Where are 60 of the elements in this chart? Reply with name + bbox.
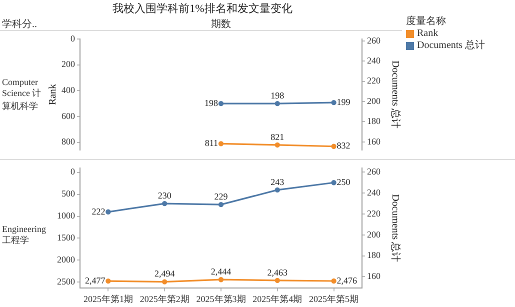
data-label: 2,477 — [84, 275, 106, 286]
y2-tick-label: 180 — [367, 250, 381, 260]
y2-tick-label: 160 — [367, 136, 381, 146]
data-label: 229 — [214, 191, 228, 202]
data-label: 832 — [336, 140, 350, 151]
point — [218, 202, 224, 208]
category-label: 2025年第1期 — [83, 294, 133, 304]
text: Engineering 工程学 — [2, 224, 46, 246]
point — [274, 187, 280, 193]
y2-tick-label: 240 — [367, 56, 381, 66]
data-label: 821 — [270, 132, 284, 142]
text: 学科分.. — [2, 18, 37, 31]
y2-tick-label: 180 — [367, 116, 381, 126]
y2-tick-label: 220 — [367, 76, 381, 86]
data-label: 199 — [336, 96, 351, 107]
y-tick-label: 1000 — [57, 210, 76, 221]
y2-tick-label: 200 — [367, 96, 381, 106]
data-label: 811 — [204, 138, 218, 148]
text: Computer Science 计算机科学 — [2, 77, 42, 113]
data-label: 2,494 — [154, 268, 176, 279]
y2-tick-label: 220 — [367, 208, 381, 218]
y2-tick-label: 160 — [367, 271, 381, 282]
point — [162, 200, 168, 206]
y2-axis-title: Documents 总计 — [389, 60, 402, 129]
y-tick-label: 500 — [62, 188, 76, 199]
data-label: 2,463 — [267, 267, 288, 278]
y-tick-label: 0 — [70, 166, 76, 177]
point — [106, 209, 111, 214]
data-label: 2,476 — [336, 275, 358, 286]
legend-label: Documents 总计 — [417, 40, 486, 52]
y-tick-label: 2500 — [57, 276, 76, 286]
y2-tick-label: 260 — [367, 35, 381, 46]
data-label: 198 — [270, 90, 285, 100]
chart-title: 我校入围学科前1%排名和发文量变化 — [112, 3, 292, 15]
y-tick-label: 200 — [62, 59, 76, 70]
data-label: 243 — [270, 176, 285, 187]
y-tick-label: 2000 — [57, 254, 76, 264]
category-label: 2025年第5期 — [309, 294, 359, 304]
data-label: 198 — [204, 98, 218, 108]
y2-axis-title: Documents 总计 — [389, 194, 402, 262]
legend-title: 度量名称 — [406, 16, 447, 28]
data-label: 250 — [336, 176, 351, 187]
point — [331, 180, 336, 186]
category-label: 2025年第4期 — [252, 294, 302, 304]
text: 期数 — [210, 18, 232, 31]
y-tick-label: 0 — [70, 33, 76, 44]
data-label: 222 — [92, 206, 106, 216]
y-tick-label: 800 — [62, 136, 76, 147]
y-tick-label: 1500 — [57, 232, 76, 243]
y2-tick-label: 240 — [367, 187, 381, 198]
legend-label: Rank — [417, 28, 438, 40]
data-label: 230 — [158, 190, 172, 200]
y-axis-title: Rank — [48, 84, 59, 106]
y2-tick-label: 200 — [367, 229, 381, 240]
data-label: 2,444 — [210, 266, 232, 276]
y-tick-label: 600 — [62, 110, 76, 121]
category-label: 2025年第3期 — [196, 294, 246, 304]
category-label: 2025年第2期 — [140, 294, 190, 304]
y2-tick-label: 260 — [367, 166, 381, 177]
y-tick-label: 400 — [62, 84, 76, 95]
